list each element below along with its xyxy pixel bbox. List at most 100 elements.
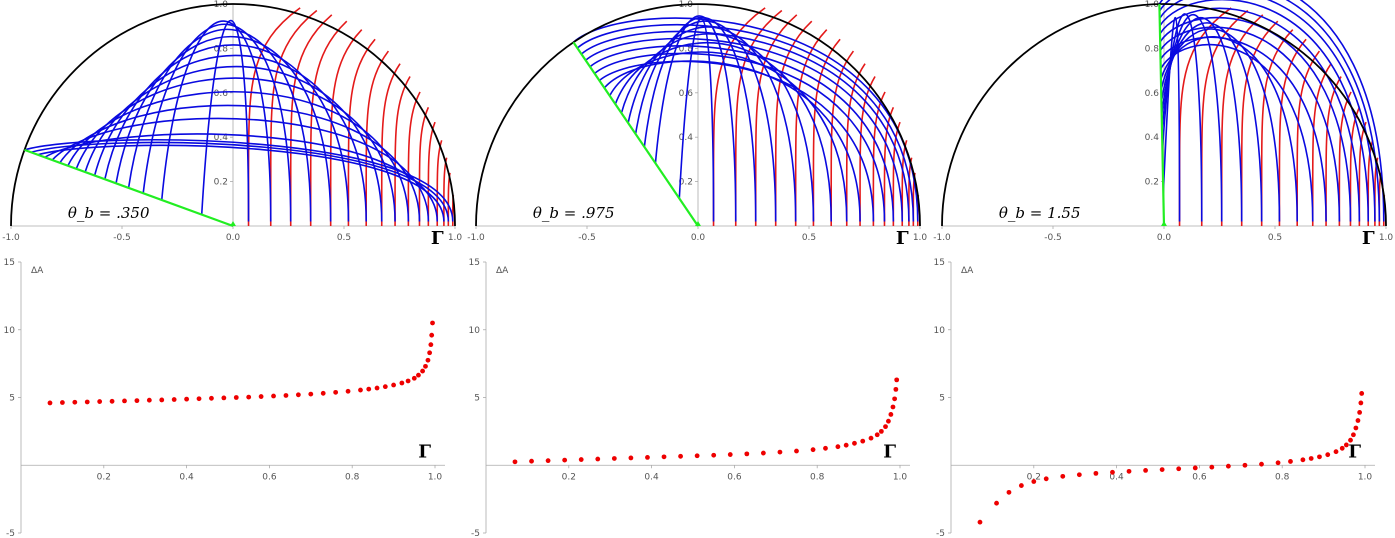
gamma-curve — [309, 20, 348, 226]
theta-annotation: θ_b = .975 — [533, 204, 615, 222]
rt-surface — [51, 117, 430, 222]
data-point — [171, 397, 177, 402]
x-tick-label: 1.0 — [913, 233, 928, 243]
x-tick-label: 0.5 — [337, 233, 351, 243]
data-point — [1317, 454, 1322, 460]
x-tick-label: 0.2 — [1027, 472, 1041, 482]
brane-line — [572, 41, 699, 227]
data-point — [578, 457, 584, 462]
data-point — [1225, 463, 1231, 469]
data-point — [308, 391, 314, 397]
gamma-curve — [845, 63, 866, 226]
data-point — [427, 350, 433, 356]
data-point — [97, 399, 103, 404]
x-tick-label: 1.0 — [428, 472, 443, 482]
brane-line — [1158, 4, 1166, 227]
boundary-arc — [10, 3, 456, 227]
data-point — [196, 396, 202, 402]
data-point — [1275, 460, 1281, 466]
data-point — [1325, 452, 1331, 458]
data-point — [420, 368, 425, 374]
y-tick-label: 10 — [4, 326, 16, 336]
data-point — [1259, 461, 1264, 467]
data-point — [1348, 437, 1353, 443]
data-point — [1110, 469, 1115, 475]
y-tick-label: 15 — [4, 258, 15, 268]
rt-surface — [1159, 36, 1327, 222]
boundary-arc — [941, 3, 1387, 227]
brane-marker — [695, 221, 701, 226]
data-point — [1359, 391, 1365, 396]
x-tick-label: -1.0 — [2, 233, 20, 243]
gamma-axis-label: Γ — [883, 441, 896, 462]
y-tick-label: 15 — [934, 258, 945, 268]
rt-surface — [1159, 7, 1361, 222]
data-point — [1159, 467, 1165, 472]
data-point — [893, 386, 899, 392]
x-tick-label: -0.5 — [1044, 233, 1062, 243]
data-point — [109, 398, 115, 404]
data-point — [562, 457, 568, 463]
y-tick-label: 0.6 — [679, 89, 694, 99]
delta-a-axis-label: ΔA — [961, 266, 974, 276]
data-point — [1093, 470, 1099, 476]
x-tick-label: 0.0 — [226, 233, 241, 243]
data-point — [1209, 464, 1215, 470]
data-point — [777, 449, 783, 455]
data-point — [84, 399, 90, 405]
data-point — [645, 454, 650, 460]
gamma-curve — [427, 121, 436, 226]
data-point — [860, 438, 866, 444]
x-tick-label: 0.4 — [179, 472, 194, 482]
gamma-curve — [1349, 107, 1361, 226]
data-point — [233, 395, 239, 400]
data-point — [1288, 459, 1293, 464]
y-tick-label: 10 — [934, 326, 946, 336]
scatter-panel-1: -5 5 10 15 0.2 0.4 0.6 0.8 1.0 ΔA Γ — [4, 258, 445, 538]
y-tick-label: -5 — [6, 529, 15, 538]
data-point — [1357, 410, 1363, 415]
data-point — [428, 342, 434, 348]
gamma-axis-label: Γ — [1348, 441, 1361, 462]
rt-surface — [1159, 0, 1370, 222]
data-point — [425, 357, 431, 363]
rt-surface — [1160, 43, 1314, 222]
disk-panel-1: -1.0 -0.5 0.0 0.5 1.00.20.40.60.81.0θ_b = .3… — [2, 0, 462, 249]
rt-surface — [614, 41, 832, 222]
data-point — [1333, 449, 1339, 455]
gamma-curve — [394, 76, 411, 226]
data-point — [333, 389, 339, 395]
x-tick-label: -1.0 — [467, 233, 485, 243]
y-tick-label: 0.8 — [214, 44, 229, 54]
data-point — [994, 500, 999, 506]
data-point — [1242, 462, 1248, 468]
gamma-axis-label: Γ — [431, 228, 444, 249]
gamma-curve — [247, 7, 301, 226]
y-tick-label: 5 — [939, 394, 945, 404]
data-point — [1353, 425, 1359, 431]
delta-a-axis-label: ΔA — [496, 266, 509, 276]
data-point — [1176, 466, 1182, 472]
y-tick-label: 0.2 — [679, 178, 693, 188]
data-point — [295, 392, 301, 398]
data-point — [1358, 400, 1364, 406]
x-tick-label: -0.5 — [113, 233, 131, 243]
rt-surface — [24, 139, 454, 222]
data-point — [1355, 418, 1361, 423]
x-tick-label: 0.4 — [644, 472, 659, 482]
gamma-axis-label: Γ — [418, 441, 431, 462]
rt-surface — [93, 54, 367, 222]
rt-surface — [634, 20, 777, 222]
x-tick-label: 0.6 — [727, 472, 742, 482]
data-point — [744, 451, 750, 457]
data-point — [888, 412, 894, 417]
data-point — [184, 396, 190, 402]
data-point — [694, 453, 700, 459]
y-tick-label: -5 — [471, 529, 480, 538]
data-point — [146, 397, 152, 403]
brane-marker — [1161, 221, 1167, 226]
rt-surface — [643, 16, 757, 222]
delta-a-axis-label: ΔA — [31, 266, 44, 276]
theta-annotation: θ_b = .350 — [68, 204, 150, 222]
